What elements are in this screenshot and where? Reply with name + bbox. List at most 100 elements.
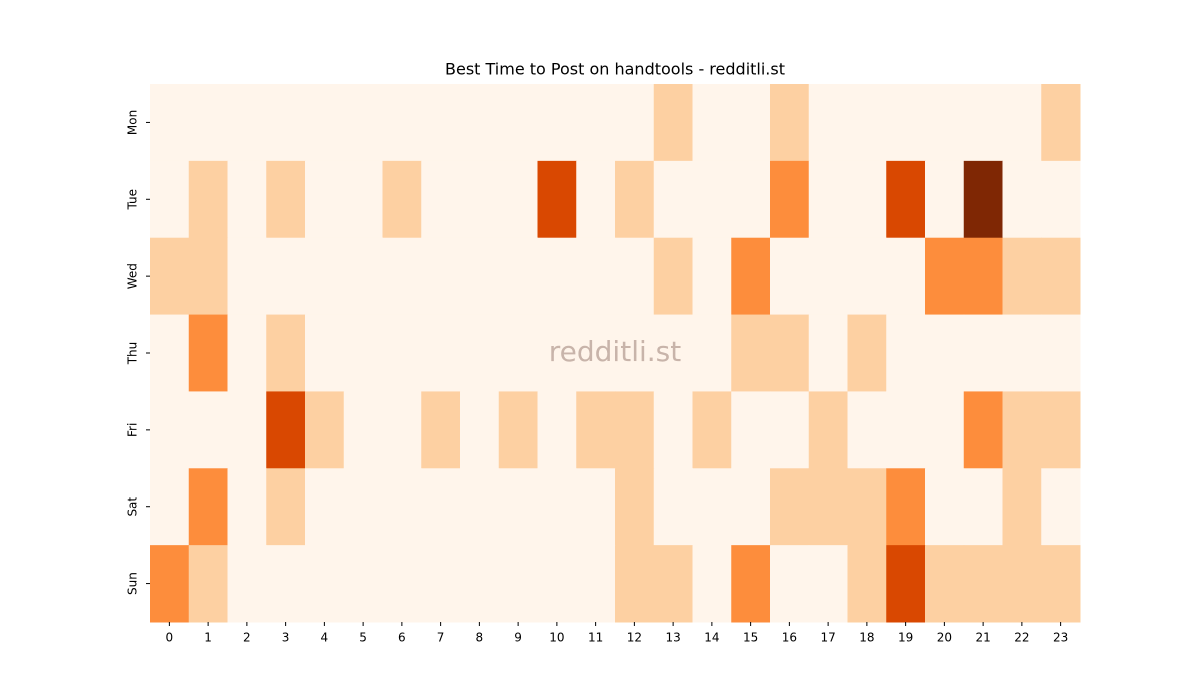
heat-cell — [266, 468, 306, 546]
heat-cell — [498, 160, 538, 239]
x-tick-label: 1 — [204, 631, 212, 645]
heat-cell — [770, 391, 810, 469]
x-tick-label: 6 — [398, 631, 406, 645]
heat-cell — [498, 314, 538, 392]
heat-cell — [653, 314, 693, 392]
heat-cell — [343, 468, 383, 546]
heat-cell — [537, 545, 577, 623]
heat-cell — [421, 160, 461, 239]
y-tick-label: Thu — [126, 342, 140, 366]
heat-cell — [460, 391, 500, 469]
heat-cell — [343, 314, 383, 392]
heat-cell — [460, 545, 500, 623]
chart-title: Best Time to Post on handtools - redditl… — [445, 60, 785, 79]
heat-cell — [692, 391, 732, 469]
heat-cell — [615, 314, 655, 392]
heat-cell — [460, 84, 500, 162]
heat-cell — [227, 237, 267, 316]
heat-cell — [1002, 84, 1042, 162]
heat-cell — [925, 160, 965, 239]
heat-cell — [343, 545, 383, 623]
heat-cell — [382, 314, 422, 392]
heat-cell — [847, 314, 887, 392]
heat-cell — [963, 391, 1003, 469]
heat-cell — [537, 468, 577, 546]
heat-cell — [963, 468, 1003, 546]
heat-cell — [653, 545, 693, 623]
x-tick-label: 8 — [476, 631, 484, 645]
heat-cell — [808, 160, 848, 239]
heat-cell — [382, 545, 422, 623]
heat-cell — [537, 160, 577, 239]
x-tick-label: 20 — [937, 631, 952, 645]
heat-cell — [460, 314, 500, 392]
heat-cell — [305, 391, 345, 469]
heat-cell — [1041, 237, 1081, 316]
heat-cell — [653, 391, 693, 469]
heat-cell — [653, 84, 693, 162]
heat-cell — [382, 468, 422, 546]
heat-cell — [925, 84, 965, 162]
heat-cell — [576, 84, 616, 162]
y-tick-label: Mon — [126, 110, 140, 135]
heat-cell — [1002, 314, 1042, 392]
heat-cell — [731, 391, 771, 469]
heat-cell — [421, 314, 461, 392]
heat-cell — [188, 160, 228, 239]
heat-cell — [731, 314, 771, 392]
heat-cell — [692, 237, 732, 316]
x-tick-label: 14 — [704, 631, 719, 645]
y-tick-label: Wed — [126, 263, 140, 289]
heat-cell — [537, 391, 577, 469]
heat-cell — [770, 314, 810, 392]
heat-cell — [653, 237, 693, 316]
x-tick-label: 13 — [665, 631, 680, 645]
heat-cell — [692, 468, 732, 546]
x-tick-label: 4 — [321, 631, 329, 645]
heat-cell — [266, 545, 306, 623]
heat-cell — [537, 84, 577, 162]
heat-cell — [808, 84, 848, 162]
heat-cell — [847, 84, 887, 162]
heat-cell — [1041, 391, 1081, 469]
heat-cell — [537, 314, 577, 392]
x-tick-label: 2 — [243, 631, 251, 645]
x-tick-label: 0 — [166, 631, 174, 645]
heat-cell — [1002, 545, 1042, 623]
heat-cell — [421, 545, 461, 623]
heat-cell — [770, 237, 810, 316]
heat-cell — [615, 391, 655, 469]
heat-cell — [266, 160, 306, 239]
heat-cell — [343, 160, 383, 239]
heat-cell — [692, 160, 732, 239]
heat-cell — [847, 468, 887, 546]
heat-cell — [963, 160, 1003, 239]
heat-cell — [343, 84, 383, 162]
heat-cell — [537, 237, 577, 316]
x-tick-label: 3 — [282, 631, 290, 645]
heat-cell — [382, 391, 422, 469]
x-tick-label: 23 — [1053, 631, 1068, 645]
x-tick-label: 22 — [1014, 631, 1029, 645]
heat-cell — [305, 314, 345, 392]
heat-cell — [460, 237, 500, 316]
heat-cell — [227, 314, 267, 392]
heat-cell — [576, 314, 616, 392]
heat-cell — [576, 391, 616, 469]
heat-cell — [266, 237, 306, 316]
heat-cell — [1002, 468, 1042, 546]
heat-cell — [847, 160, 887, 239]
x-tick-label: 15 — [743, 631, 758, 645]
heat-cell — [770, 468, 810, 546]
heat-cell — [731, 237, 771, 316]
heat-cell — [692, 84, 732, 162]
heat-cell — [925, 237, 965, 316]
heat-cell — [770, 84, 810, 162]
heat-cell — [498, 237, 538, 316]
heat-cell — [925, 468, 965, 546]
x-tick-label: 5 — [359, 631, 367, 645]
heat-cell — [847, 545, 887, 623]
x-tick-label: 9 — [514, 631, 522, 645]
heat-cell — [305, 237, 345, 316]
heat-cell — [421, 84, 461, 162]
